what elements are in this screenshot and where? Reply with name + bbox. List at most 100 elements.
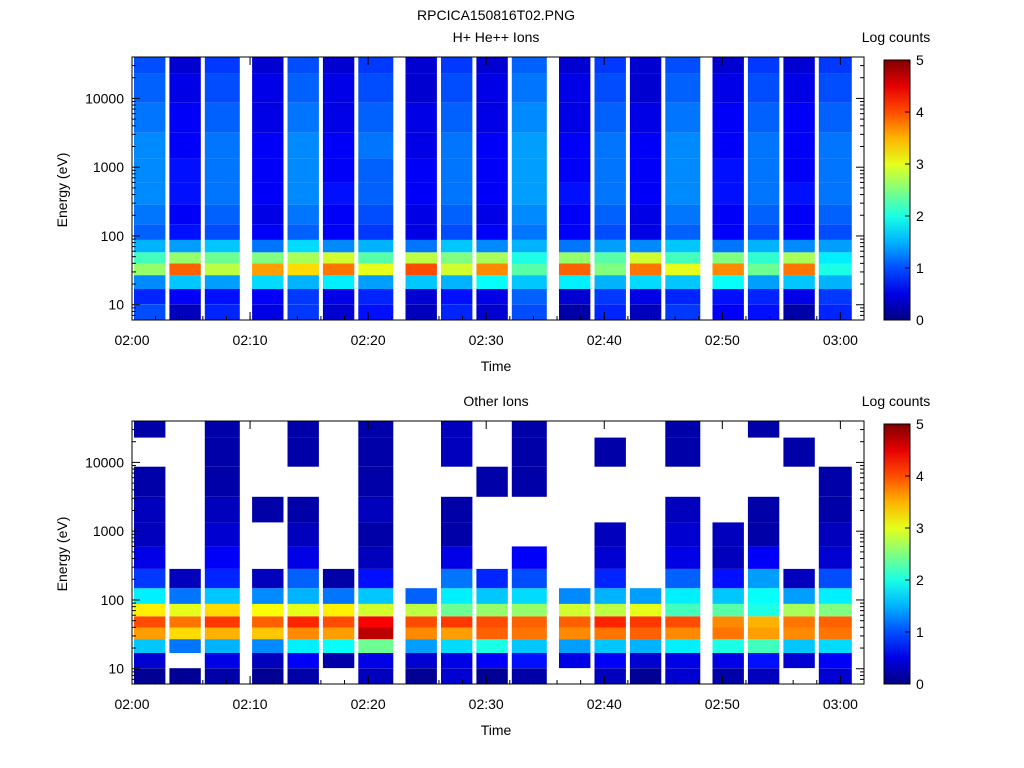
heatmap-cell (747, 639, 780, 653)
heatmap-cell (358, 588, 394, 604)
heatmap-cell (287, 546, 319, 569)
heatmap-cell (476, 224, 508, 240)
heatmap-cell (322, 603, 355, 617)
heatmap-cell (747, 275, 780, 289)
heatmap-cell (476, 603, 508, 617)
heatmap-cell (405, 204, 437, 225)
heatmap-cell (358, 616, 394, 628)
heatmap-cell (287, 421, 319, 438)
heatmap-cell (252, 57, 284, 74)
heatmap-cell (783, 568, 815, 589)
heatmap-cell (511, 57, 547, 74)
heatmap-cell (287, 668, 319, 684)
heatmap-cell (712, 102, 744, 133)
x-tick-label: 02:50 (705, 332, 740, 348)
heatmap-cell (204, 466, 240, 497)
x-tick-label: 02:10 (233, 332, 268, 348)
heatmap-cell (629, 588, 662, 604)
heatmap-cell (511, 102, 547, 133)
heatmap-cell (169, 639, 201, 653)
y-tick-label: 100 (101, 592, 125, 608)
heatmap-cell (252, 263, 284, 276)
heatmap-cell (322, 568, 355, 589)
heatmap-cell (358, 239, 394, 253)
heatmap-cell (712, 73, 744, 103)
y-tick-label: 10000 (85, 454, 124, 470)
x-tick-label: 02:30 (469, 696, 504, 712)
heatmap-cell (818, 275, 852, 289)
heatmap-cell (204, 639, 240, 653)
heatmap-cell (204, 239, 240, 253)
spectrogram-cells (134, 421, 852, 684)
heatmap-cell (476, 57, 508, 74)
heatmap-cell (818, 132, 852, 159)
heatmap-cell (441, 275, 473, 289)
heatmap-cell (511, 304, 547, 320)
heatmap-cell (665, 421, 701, 438)
x-tick-label: 02:10 (233, 696, 268, 712)
heatmap-cell (747, 668, 780, 684)
heatmap-cell (747, 568, 780, 589)
heatmap-cell (594, 668, 626, 684)
heatmap-cell (559, 263, 591, 276)
heatmap-cell (169, 289, 201, 305)
heatmap-cell (169, 57, 201, 74)
heatmap-cell (783, 627, 815, 640)
heatmap-cell (818, 158, 852, 183)
heatmap-cell (665, 627, 701, 640)
heatmap-cell (204, 603, 240, 617)
x-tick-label: 02:30 (469, 332, 504, 348)
y-tick-label: 10 (108, 661, 124, 677)
heatmap-cell (405, 603, 437, 617)
heatmap-cell (252, 653, 284, 669)
heatmap-cell (511, 252, 547, 264)
heatmap-cell (169, 102, 201, 133)
heatmap-cell (322, 57, 355, 74)
heatmap-cell (358, 224, 394, 240)
colorbar-tick-label: 2 (916, 208, 924, 224)
heatmap-cell (665, 603, 701, 617)
heatmap-cell (287, 252, 319, 264)
heatmap-cell (204, 304, 240, 320)
heatmap-cell (441, 653, 473, 669)
y-tick-label: 100 (101, 228, 125, 244)
heatmap-cell (287, 653, 319, 669)
heatmap-cell (358, 263, 394, 276)
heatmap-cell (818, 522, 852, 547)
heatmap-cell (169, 263, 201, 276)
heatmap-cell (476, 639, 508, 653)
heatmap-cell (169, 132, 201, 159)
heatmap-cell (594, 182, 626, 205)
heatmap-cell (134, 421, 166, 438)
heatmap-cell (818, 616, 852, 628)
heatmap-cell (169, 73, 201, 103)
heatmap-cell (665, 496, 701, 523)
heatmap-cell (594, 568, 626, 589)
heatmap-cell (629, 289, 662, 305)
heatmap-cell (476, 304, 508, 320)
heatmap-cell (747, 263, 780, 276)
heatmap-cell (204, 496, 240, 523)
heatmap-cell (818, 224, 852, 240)
colorbar-gradient (883, 59, 911, 321)
panel-title: Other Ions (463, 393, 528, 409)
heatmap-cell (747, 603, 780, 617)
heatmap-cell (712, 224, 744, 240)
heatmap-cell (559, 239, 591, 253)
heatmap-cell (559, 224, 591, 240)
heatmap-cell (441, 73, 473, 103)
heatmap-cell (204, 132, 240, 159)
heatmap-cell (134, 522, 166, 547)
heatmap-cell (134, 603, 166, 617)
colorbar-tick-label: 2 (916, 572, 924, 588)
heatmap-cell (712, 289, 744, 305)
heatmap-cell (287, 437, 319, 467)
heatmap-cell (665, 546, 701, 569)
heatmap-cell (169, 275, 201, 289)
heatmap-cell (134, 158, 166, 183)
heatmap-cell (747, 73, 780, 103)
heatmap-cell (594, 132, 626, 159)
heatmap-cell (134, 639, 166, 653)
heatmap-cell (441, 421, 473, 438)
heatmap-cell (441, 627, 473, 640)
